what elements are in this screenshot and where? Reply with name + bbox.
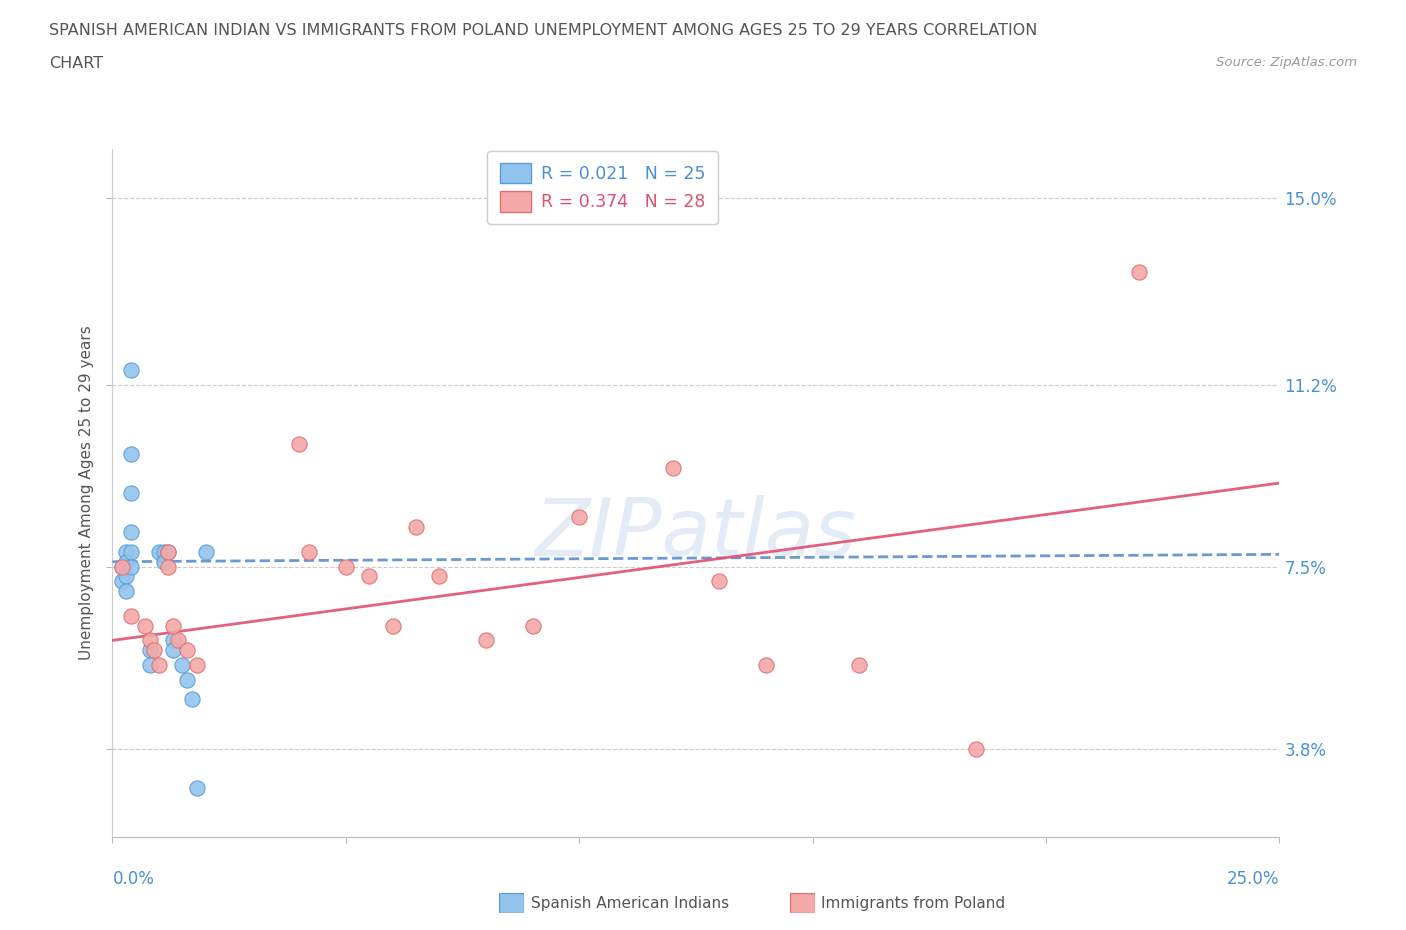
Point: [186, 780, 208, 795]
Point: [162, 618, 184, 633]
Point: [139, 643, 162, 658]
Point: [288, 436, 311, 451]
Point: [120, 608, 142, 623]
Text: CHART: CHART: [49, 56, 103, 71]
Point: [661, 461, 683, 476]
Point: [139, 658, 162, 672]
Point: [186, 658, 208, 672]
Point: [176, 643, 198, 658]
Point: [427, 569, 450, 584]
Point: [157, 544, 180, 559]
Point: [115, 544, 138, 559]
Point: [568, 510, 591, 525]
Point: [1128, 264, 1150, 279]
Point: [120, 446, 142, 461]
Point: [120, 363, 142, 378]
Point: [143, 643, 166, 658]
Point: [848, 658, 870, 672]
Point: [153, 554, 176, 569]
Text: ZIPatlas: ZIPatlas: [534, 495, 858, 573]
Point: [176, 672, 198, 687]
Point: [115, 554, 138, 569]
Point: [405, 520, 427, 535]
Legend: R = 0.021   N = 25, R = 0.374   N = 28: R = 0.021 N = 25, R = 0.374 N = 28: [488, 151, 718, 224]
Text: Immigrants from Poland: Immigrants from Poland: [821, 897, 1005, 911]
Point: [134, 618, 156, 633]
Point: [335, 559, 357, 574]
Point: [180, 692, 202, 707]
Point: [111, 559, 134, 574]
Point: [120, 485, 142, 500]
Point: [359, 569, 381, 584]
Point: [157, 559, 180, 574]
Text: Source: ZipAtlas.com: Source: ZipAtlas.com: [1216, 56, 1357, 69]
Text: 25.0%: 25.0%: [1227, 870, 1279, 887]
Point: [115, 584, 138, 599]
Point: [148, 658, 170, 672]
Text: SPANISH AMERICAN INDIAN VS IMMIGRANTS FROM POLAND UNEMPLOYMENT AMONG AGES 25 TO : SPANISH AMERICAN INDIAN VS IMMIGRANTS FR…: [49, 23, 1038, 38]
Point: [194, 544, 217, 559]
Point: [139, 633, 162, 648]
Point: [115, 569, 138, 584]
Point: [120, 544, 142, 559]
Point: [172, 658, 194, 672]
Point: [965, 741, 987, 756]
Point: [381, 618, 404, 633]
Point: [148, 544, 170, 559]
Point: [157, 544, 180, 559]
Point: [111, 574, 134, 589]
Text: 0.0%: 0.0%: [112, 870, 155, 887]
Point: [709, 574, 731, 589]
Y-axis label: Unemployment Among Ages 25 to 29 years: Unemployment Among Ages 25 to 29 years: [79, 326, 94, 660]
Text: Spanish American Indians: Spanish American Indians: [531, 897, 730, 911]
Point: [475, 633, 498, 648]
Point: [162, 633, 184, 648]
Point: [162, 643, 184, 658]
Point: [297, 544, 319, 559]
Point: [153, 544, 176, 559]
Point: [755, 658, 778, 672]
Point: [111, 559, 134, 574]
Point: [120, 559, 142, 574]
Point: [166, 633, 188, 648]
Point: [120, 525, 142, 539]
Point: [522, 618, 544, 633]
